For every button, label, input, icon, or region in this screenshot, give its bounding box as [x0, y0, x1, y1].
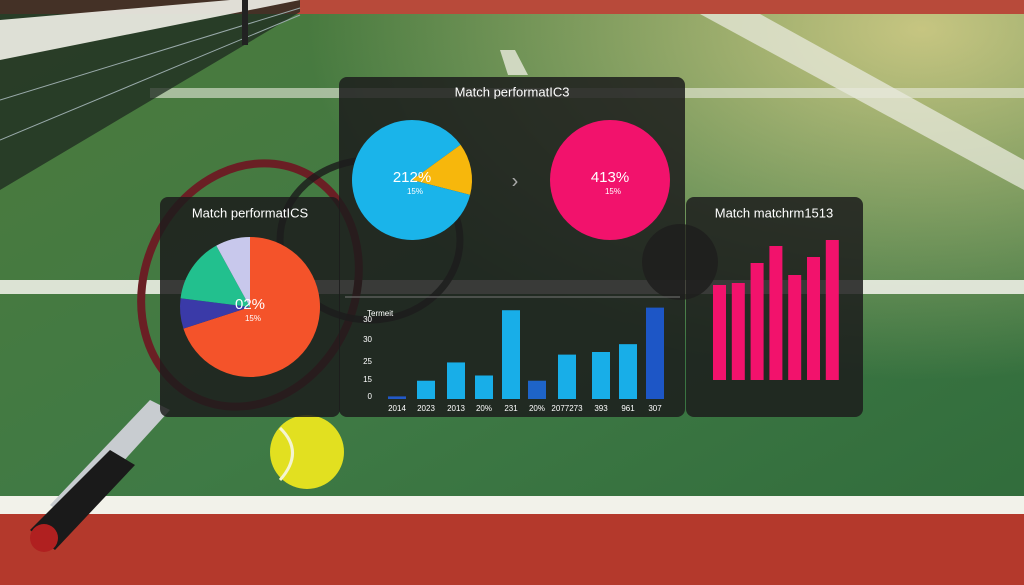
pie-sublabel: 15% — [245, 314, 261, 323]
x-tick-label: 961 — [621, 404, 635, 413]
bar — [731, 283, 745, 380]
bar — [528, 380, 546, 399]
panel-title: Match performatIC3 — [455, 84, 570, 99]
pie-slice — [550, 120, 670, 240]
pie-label: 02% — [235, 296, 265, 313]
pie-slice — [412, 144, 472, 195]
y-tick-label: 0 — [368, 392, 373, 401]
bar — [713, 285, 726, 380]
pie-label: 413% — [591, 169, 629, 186]
x-tick-label: 2013 — [447, 404, 465, 413]
bar — [502, 310, 520, 399]
bar — [807, 257, 820, 380]
x-tick-label: 231 — [504, 404, 518, 413]
left-panel: Match performatICS 02%15% — [160, 197, 340, 417]
center-panel: Match performatIC3 › Termeit 212%15%413%… — [339, 77, 685, 417]
x-tick-label: 2077273 — [551, 404, 583, 413]
pie-slice — [412, 120, 461, 180]
y-tick-label: 15 — [363, 375, 372, 384]
pie-slice — [180, 298, 250, 329]
x-tick-label: 2014 — [388, 404, 406, 413]
net-mesh — [0, 14, 301, 141]
bar — [388, 396, 406, 399]
y-tick-label: 25 — [363, 357, 372, 366]
bar — [750, 263, 764, 380]
ball-seam — [278, 426, 294, 481]
arrow: › — [512, 170, 519, 192]
x-tick-label: 393 — [594, 404, 608, 413]
y-tick-label: 30 — [363, 335, 372, 344]
net — [0, 0, 300, 190]
net-band — [0, 0, 300, 60]
bar — [619, 344, 637, 399]
x-tick-label: 307 — [648, 404, 662, 413]
bar — [788, 275, 802, 380]
y-tick-label: 30 — [363, 315, 372, 324]
right-panel: Match matchrm1513 — [686, 197, 863, 417]
pie-label: 212% — [393, 169, 431, 186]
net-mesh — [0, 7, 301, 101]
bar — [417, 380, 435, 399]
baseline — [0, 496, 1024, 514]
chart-label: Termeit — [367, 309, 394, 318]
bar — [447, 362, 465, 399]
court-line — [700, 14, 1024, 190]
pie-slice — [180, 245, 250, 307]
court-out — [0, 510, 1024, 585]
panel-title: Match matchrm1513 — [715, 205, 834, 220]
x-tick-label: 20% — [476, 404, 492, 413]
x-tick-label: 2023 — [417, 404, 435, 413]
court-line — [500, 50, 528, 75]
pie-slice — [183, 237, 320, 377]
bar — [475, 375, 493, 399]
bar — [825, 240, 839, 380]
bar — [558, 354, 576, 399]
pie-slice — [352, 120, 471, 240]
racket-grip — [30, 450, 135, 550]
x-tick-label: 20% — [529, 404, 545, 413]
pie-sublabel: 15% — [407, 187, 423, 196]
panel-title: Match performatICS — [192, 205, 309, 220]
bar — [646, 307, 664, 399]
racket-cap — [30, 524, 58, 552]
bar — [769, 246, 783, 380]
pie-sublabel: 15% — [605, 187, 621, 196]
bar — [592, 352, 610, 399]
pie-slice — [216, 237, 250, 307]
